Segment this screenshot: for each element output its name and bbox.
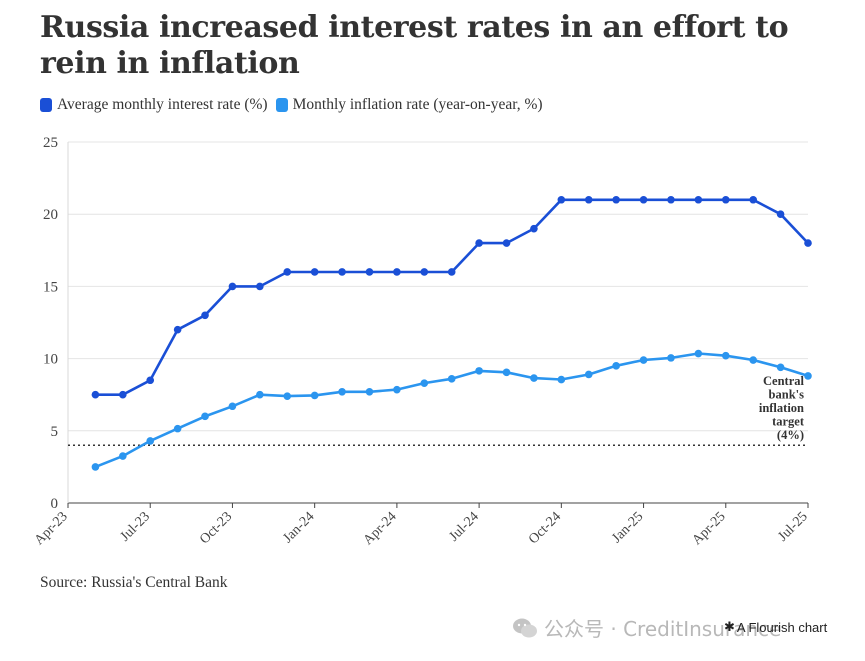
interest-rate-point <box>119 390 127 399</box>
asterisk-icon: ✱ <box>724 619 735 634</box>
inflation-rate-point <box>584 370 593 379</box>
legend-label-interest: Average monthly interest rate (%) <box>57 96 268 113</box>
inflation-target-label-line: (4%) <box>777 428 804 442</box>
watermark: 公众号 · CreditInsurance <box>512 613 781 642</box>
interest-rate-point <box>365 268 374 276</box>
chart-title: Russia increased interest rates in an ef… <box>40 10 789 81</box>
inflation-target-label-line: inflation <box>759 401 804 415</box>
interest-rate-point <box>475 239 483 247</box>
inflation-rate-point <box>228 402 237 411</box>
interest-rate-point <box>91 390 100 399</box>
inflation-rate-point <box>119 452 127 460</box>
interest-rate-point <box>694 195 703 204</box>
inflation-rate-point <box>420 379 429 387</box>
y-tick-label: 5 <box>51 424 59 440</box>
x-tick-label: Apr-24 <box>361 509 400 548</box>
inflation-rate-point <box>667 354 675 362</box>
x-tick-label: Apr-25 <box>690 509 729 548</box>
interest-rate-point <box>146 376 155 385</box>
legend-swatch-inflation <box>275 98 288 112</box>
interest-rate-point <box>530 224 538 233</box>
inflation-rate-point <box>338 388 346 396</box>
interest-rate-point <box>310 268 319 276</box>
interest-rate-point <box>173 325 182 334</box>
inflation-target-label-line: bank's <box>769 388 805 402</box>
inflation-rate-point <box>694 349 703 358</box>
inflation-rate-point <box>393 385 401 394</box>
interest-rate-point <box>283 268 292 276</box>
inflation-rate-point <box>256 390 264 399</box>
y-tick-label: 20 <box>43 207 58 223</box>
legend: Average monthly interest rate (%) Monthl… <box>40 96 543 114</box>
interest-rate-point <box>393 268 401 276</box>
interest-rate-point <box>338 268 346 276</box>
inflation-rate-point <box>639 356 648 364</box>
inflation-rate-point <box>201 412 209 421</box>
interest-rate-point <box>256 282 264 291</box>
interest-rate-point <box>584 195 593 204</box>
interest-rate-point <box>228 282 237 291</box>
interest-rate-point <box>721 195 730 204</box>
x-tick-label: Oct-23 <box>197 509 235 547</box>
inflation-rate-point <box>310 391 319 400</box>
inflation-rate-point <box>557 375 566 384</box>
y-tick-label: 25 <box>43 135 58 151</box>
inflation-rate-point <box>91 463 100 471</box>
watermark-text: 公众号 · CreditInsurance <box>544 617 782 641</box>
inflation-target-label-line: target <box>772 415 805 429</box>
x-tick-label: Jan-24 <box>280 509 317 546</box>
legend-label-inflation: Monthly inflation rate (year-on-year, %) <box>292 96 543 113</box>
inflation-target-label: Central bank's inflation target (4%) <box>759 374 805 442</box>
legend-item-interest[interactable]: Average monthly interest rate (%) <box>40 96 268 114</box>
interest-rate-point <box>420 268 429 276</box>
interest-rate-point <box>557 195 566 204</box>
y-tick-label: 10 <box>43 352 58 368</box>
x-tick-label: Jul-23 <box>118 509 153 544</box>
legend-swatch-interest <box>40 98 52 112</box>
y-tick-label: 0 <box>51 496 59 512</box>
inflation-rate-point <box>612 362 620 370</box>
inflation-rate-point <box>530 374 538 382</box>
inflation-rate-point <box>776 363 785 372</box>
x-tick-label: Jul-24 <box>447 509 482 544</box>
interest-rate-point <box>639 195 648 204</box>
flourish-label: A Flourish chart <box>736 619 828 635</box>
source-note: Source: Russia's Central Bank <box>40 574 228 591</box>
inflation-rate-point <box>749 356 757 364</box>
legend-item-inflation[interactable]: Monthly inflation rate (year-on-year, %) <box>275 96 543 114</box>
interest-rate-point <box>447 268 456 276</box>
x-tick-label: Jan-25 <box>609 509 646 546</box>
x-tick-label: Oct-24 <box>526 509 564 547</box>
flourish-credit[interactable]: ✱ A Flourish chart <box>724 619 827 635</box>
x-tick-label: Apr-23 <box>32 509 71 548</box>
interest-rate-point <box>201 311 209 320</box>
y-tick-label: 15 <box>43 279 58 295</box>
inflation-rate-point <box>283 392 292 400</box>
x-tick-label: Jul-25 <box>775 509 810 544</box>
interest-rate-line <box>95 198 809 396</box>
inflation-target-label-line: Central <box>763 374 804 388</box>
inflation-rate-point <box>804 372 812 380</box>
interest-rate-point <box>749 195 757 204</box>
interest-rate-point <box>502 239 511 247</box>
inflation-rate-point <box>365 388 374 396</box>
interest-rate-point <box>776 210 785 218</box>
inflation-rate-point <box>502 368 511 377</box>
inflation-rate-point <box>721 351 730 360</box>
interest-rate-point <box>804 239 812 247</box>
inflation-rate-point <box>447 375 456 383</box>
interest-rate-point <box>667 195 675 204</box>
inflation-rate-line <box>94 352 809 469</box>
wechat-icon <box>513 618 537 637</box>
interest-rate-point <box>612 195 620 204</box>
inflation-rate-point <box>475 367 483 375</box>
inflation-rate-point <box>173 424 182 433</box>
inflation-rate-point <box>146 437 155 445</box>
